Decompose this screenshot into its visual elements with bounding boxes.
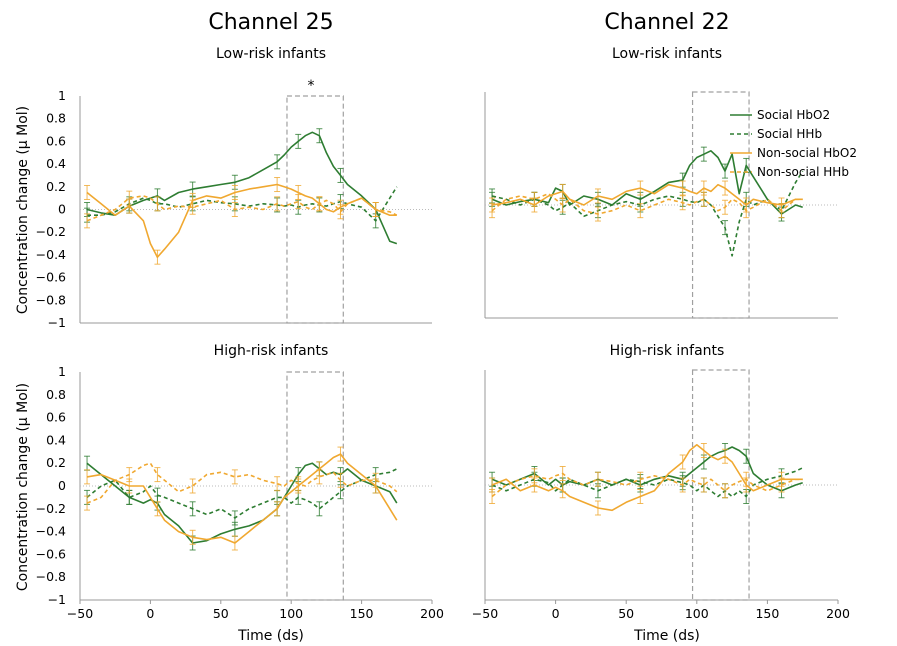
- series-line-social-hbo2: [491, 150, 803, 215]
- y-tick-label: −0.6: [36, 270, 66, 285]
- y-tick-label: −1: [48, 592, 66, 607]
- series-line-social-hhb: [86, 468, 398, 519]
- legend-social-hbo2: Social HbO2: [757, 108, 830, 122]
- y-tick-label: −0.4: [36, 524, 66, 539]
- y-axis-label-bottom: Concentration change (μ Mol): [15, 383, 31, 591]
- x-axis-label-right: Time (ds): [633, 628, 700, 644]
- x-tick-label: 200: [420, 606, 444, 621]
- y-tick-label: −0.6: [36, 546, 66, 561]
- y-tick-label: 1: [58, 364, 66, 379]
- series-line-non-social-hhb: [86, 195, 398, 222]
- y-tick-label: 0.8: [46, 111, 66, 126]
- y-tick-label: 0.6: [46, 133, 66, 148]
- series-line-social-hhb: [491, 170, 804, 257]
- x-tick-label: 100: [685, 606, 709, 621]
- series-line-social-hbo2: [491, 446, 803, 492]
- x-tick-label: 150: [350, 606, 374, 621]
- column-title-right: Channel 22: [604, 10, 729, 35]
- y-tick-label: 0.8: [46, 387, 66, 402]
- x-tick-label: 50: [213, 606, 229, 621]
- column-title-left: Channel 25: [208, 10, 333, 35]
- series-line-non-social-hhb: [491, 192, 803, 215]
- panels: 1 0.8 0.6 0.4 0.2 0 −0.2 −0.4 −0.6 −0.8 −1 1 0.8 0.6 0…: [36, 88, 850, 621]
- legend-social-hhb: Social HHb: [757, 127, 822, 141]
- series-line-social-hbo2: [86, 462, 398, 544]
- x-tick-label: 50: [618, 606, 634, 621]
- x-tick-label: 0: [552, 606, 560, 621]
- legend: Social HbO2 Social HHb Non-social HbO2 N…: [730, 108, 857, 179]
- y-tick-label: 0.2: [46, 179, 66, 194]
- panel-title-top-left: Low-risk infants: [216, 46, 326, 62]
- x-tick-label: −50: [67, 606, 93, 621]
- x-tick-label: 100: [279, 606, 303, 621]
- series-line-social-hbo2: [86, 131, 398, 245]
- y-tick-label: 1: [58, 88, 66, 103]
- x-tick-label: 0: [146, 606, 154, 621]
- analysis-window: [691, 91, 750, 319]
- analysis-window: [286, 371, 344, 601]
- y-tick-label: −0.2: [36, 501, 66, 516]
- y-tick-label: −0.8: [36, 292, 66, 307]
- series-line-non-social-hbo2: [86, 183, 397, 259]
- panel-title-bottom-left: High-risk infants: [214, 343, 329, 359]
- y-tick-label: −1: [48, 315, 66, 330]
- series-line-non-social-hhb: [86, 462, 398, 504]
- y-tick-label: 0.6: [46, 410, 66, 425]
- y-axis-label-top: Concentration change (μ Mol): [15, 106, 31, 314]
- series-line-non-social-hbo2: [86, 453, 398, 544]
- legend-nonsocial-hbo2: Non-social HbO2: [757, 146, 857, 160]
- analysis-window: [286, 95, 344, 324]
- series-line-non-social-hhb: [491, 472, 803, 498]
- y-tick-label: 0.2: [46, 455, 66, 470]
- x-tick-label: 150: [755, 606, 779, 621]
- x-axis-label-left: Time (ds): [237, 628, 304, 644]
- panel-title-bottom-right: High-risk infants: [610, 343, 725, 359]
- y-tick-label: 0: [58, 478, 66, 493]
- y-tick-label: 0: [58, 202, 66, 217]
- x-tick-label: −50: [472, 606, 498, 621]
- y-tick-label: −0.8: [36, 569, 66, 584]
- x-tick-label: 200: [826, 606, 850, 621]
- y-tick-label: −0.2: [36, 224, 66, 239]
- panel-title-top-right: Low-risk infants: [612, 46, 722, 62]
- significance-marker: *: [308, 78, 315, 94]
- y-tick-label: 0.4: [46, 156, 66, 171]
- analysis-window: [691, 369, 750, 601]
- y-tick-label: 0.4: [46, 432, 66, 447]
- y-tick-label: −0.4: [36, 247, 66, 262]
- legend-nonsocial-hhb: Non-social HHb: [757, 165, 849, 179]
- series-line-social-hhb: [87, 186, 398, 222]
